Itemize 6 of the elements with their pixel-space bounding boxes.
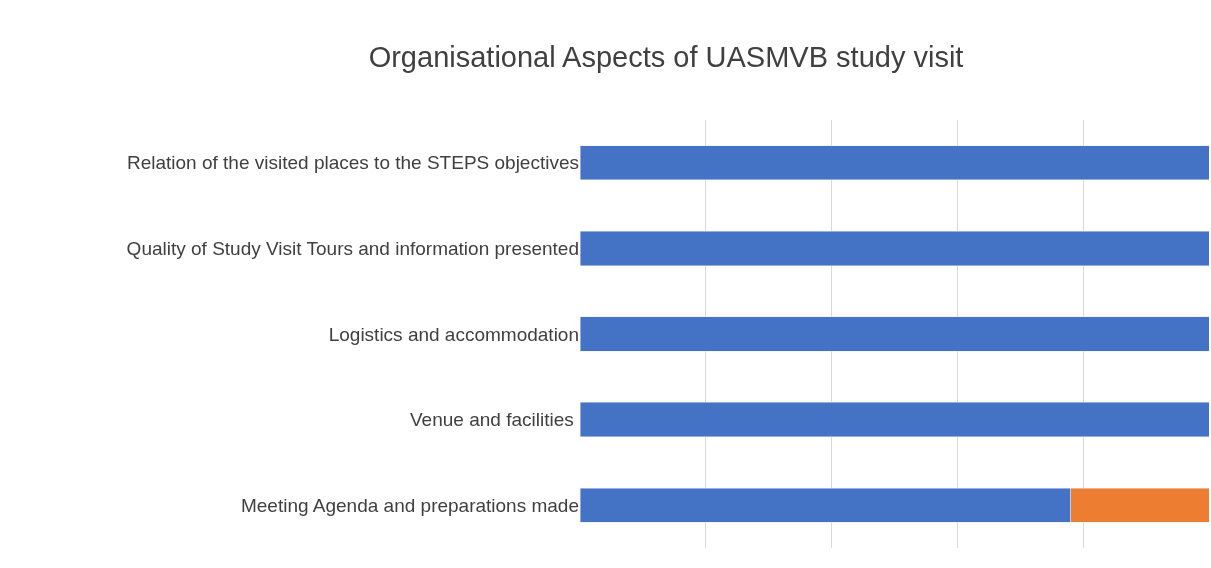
y-tick-label: Relation of the visited places to the STEPS objectives: [126, 152, 579, 174]
y-tick-label: Quality of Study Visit Tours and information presented: [126, 238, 579, 260]
y-tick-label: Venue and facilities: [409, 409, 579, 431]
y-tick-label: Meeting Agenda and preparations made: [240, 494, 579, 516]
y-tick-label: Logistics and accommodation: [328, 323, 579, 345]
chart-title: Organisational Aspects of UASMVB study visit: [368, 40, 964, 73]
